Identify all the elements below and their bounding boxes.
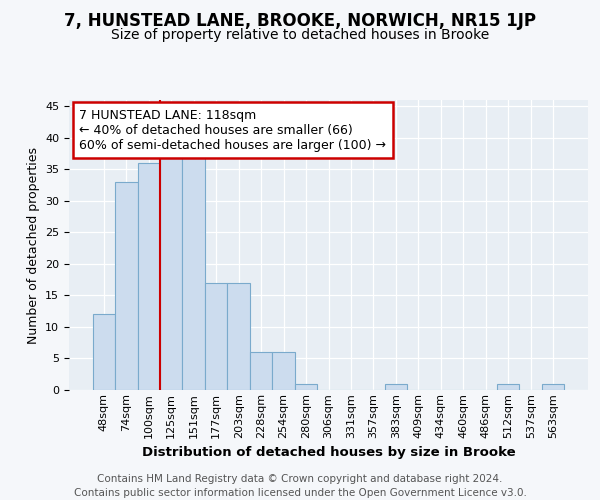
Bar (250, 352, 272, 390)
Text: Size of property relative to detached houses in Brooke: Size of property relative to detached ho… (111, 28, 489, 42)
Y-axis label: Number of detached properties: Number of detached properties (26, 146, 40, 344)
Text: Contains HM Land Registry data © Crown copyright and database right 2024.
Contai: Contains HM Land Registry data © Crown c… (74, 474, 526, 498)
X-axis label: Distribution of detached houses by size in Brooke: Distribution of detached houses by size … (142, 446, 515, 459)
Bar (160, 156, 182, 390)
Bar (227, 283, 250, 390)
Bar (137, 163, 160, 390)
Bar (205, 283, 227, 390)
Bar (115, 182, 137, 390)
Text: 7 HUNSTEAD LANE: 118sqm
← 40% of detached houses are smaller (66)
60% of semi-de: 7 HUNSTEAD LANE: 118sqm ← 40% of detache… (79, 108, 386, 152)
Text: 7, HUNSTEAD LANE, BROOKE, NORWICH, NR15 1JP: 7, HUNSTEAD LANE, BROOKE, NORWICH, NR15 … (64, 12, 536, 30)
Bar (385, 384, 407, 390)
Bar (497, 384, 520, 390)
Bar (182, 156, 205, 390)
Bar (295, 384, 317, 390)
Bar (92, 314, 115, 390)
Bar (542, 384, 565, 390)
Bar (272, 352, 295, 390)
